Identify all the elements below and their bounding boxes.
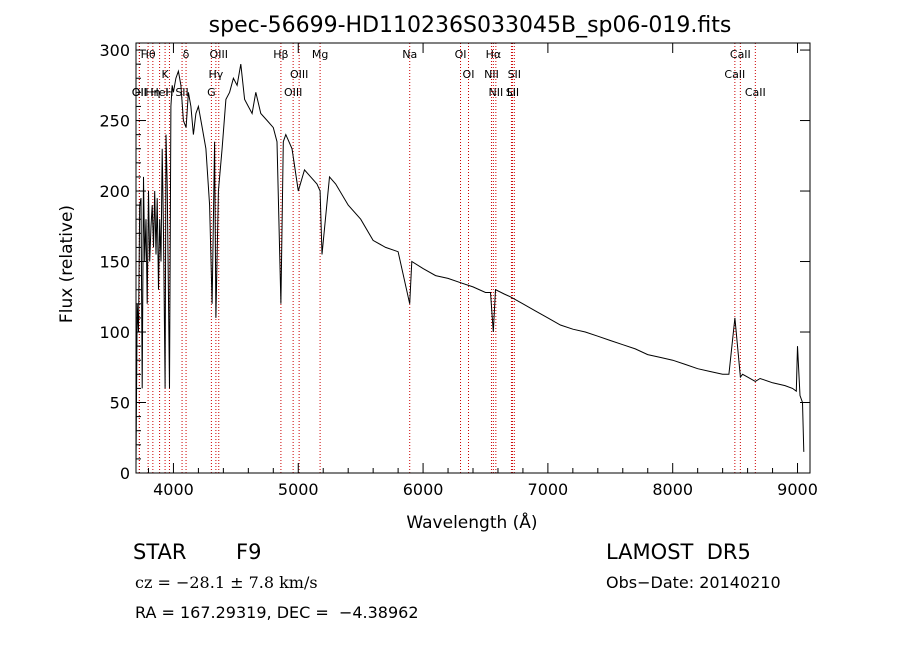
x-tick-label: 5000 bbox=[278, 480, 319, 499]
spectral-line-label: CaII bbox=[730, 48, 751, 61]
x-tick-label: 7000 bbox=[528, 480, 569, 499]
y-tick-label: 150 bbox=[99, 253, 130, 272]
x-tick-label: 8000 bbox=[652, 480, 693, 499]
y-tick-label: 200 bbox=[99, 182, 130, 201]
y-axis-ticks: 0 50 100 150 200 250 300 bbox=[99, 41, 810, 483]
redshift-text: cz = −28.1 ± 7.8 km/s bbox=[135, 573, 318, 592]
survey-name: LAMOST DR5 bbox=[606, 540, 751, 564]
obs-date-text: Obs−Date: 20140210 bbox=[606, 573, 781, 592]
spectral-line-label: Hα bbox=[486, 48, 502, 61]
spectral-line-label: OIII bbox=[210, 48, 228, 61]
spectral-line-label: OIII bbox=[290, 68, 308, 81]
spectral-line-label: Mg bbox=[312, 48, 328, 61]
y-tick-label: 300 bbox=[99, 41, 130, 60]
spectral-line-label: K bbox=[161, 68, 169, 81]
spectral-line-label: SII bbox=[506, 86, 519, 99]
chart-title: spec-56699-HD110236S033045B_sp06-019.fit… bbox=[209, 13, 732, 38]
y-tick-label: 50 bbox=[110, 394, 130, 413]
spectral-line-label: NII bbox=[488, 86, 503, 99]
y-tick-label: 250 bbox=[99, 112, 130, 131]
y-tick-label: 0 bbox=[120, 464, 130, 483]
plot-frame bbox=[135, 42, 811, 474]
spectral-line-label: OIII bbox=[284, 86, 302, 99]
spectral-line-label: Hβ bbox=[273, 48, 288, 61]
spectral-line-label: CaII bbox=[745, 86, 766, 99]
spectral-line-label: Hγ bbox=[208, 68, 223, 81]
spectral-line-label: CaII bbox=[724, 68, 745, 81]
x-axis-ticks: 4000 5000 6000 7000 8000 9000 bbox=[147, 43, 818, 499]
object-class: STAR bbox=[133, 540, 187, 564]
spectrum-line bbox=[135, 64, 805, 467]
spectral-line-label: OI bbox=[455, 48, 467, 61]
spectral-line-label: Na bbox=[402, 48, 417, 61]
spectral-line-label: Hθ bbox=[141, 48, 156, 61]
spectral-line-label: Li bbox=[507, 86, 516, 99]
y-axis-label: Flux (relative) bbox=[57, 205, 77, 323]
object-subclass: F9 bbox=[236, 540, 262, 564]
coordinates-text: RA = 167.29319, DEC = −4.38962 bbox=[135, 603, 419, 622]
spectral-line-label: OI bbox=[463, 68, 475, 81]
x-tick-label: 9000 bbox=[777, 480, 818, 499]
x-axis-label: Wavelength (Å) bbox=[406, 511, 537, 533]
spectral-line-label: G bbox=[207, 86, 216, 99]
spectral-line-label: H bbox=[165, 86, 173, 99]
spectral-line-label: Hη bbox=[145, 86, 160, 99]
spectral-line-label: NII bbox=[484, 68, 499, 81]
spectral-line-label: HeI bbox=[150, 86, 168, 99]
spectral-line-label: SII bbox=[175, 86, 188, 99]
x-tick-label: 4000 bbox=[153, 480, 194, 499]
x-tick-label: 6000 bbox=[403, 480, 444, 499]
y-tick-label: 100 bbox=[99, 323, 130, 342]
spectral-line-markers bbox=[138, 43, 756, 473]
spectral-line-label: SII bbox=[508, 68, 521, 81]
spectral-line-label: δ bbox=[183, 48, 190, 61]
